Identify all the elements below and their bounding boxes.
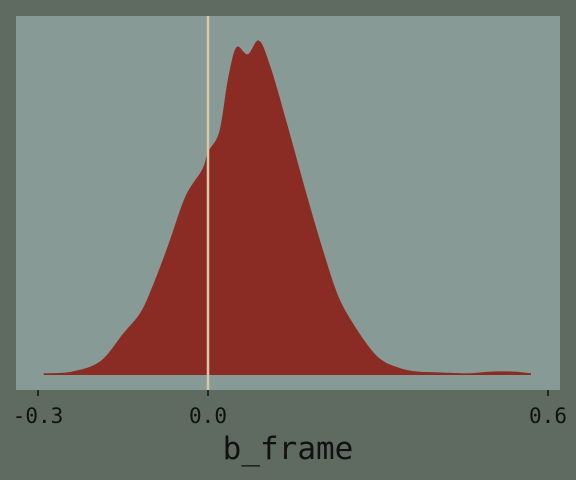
density-area-0: [43, 40, 531, 375]
x-tick-label-2: 0.6: [529, 404, 567, 428]
x-tick-label-1: 0.0: [189, 404, 227, 428]
x-tick-label-0: -0.3: [13, 404, 64, 428]
x-axis-label: b_frame: [223, 431, 354, 467]
